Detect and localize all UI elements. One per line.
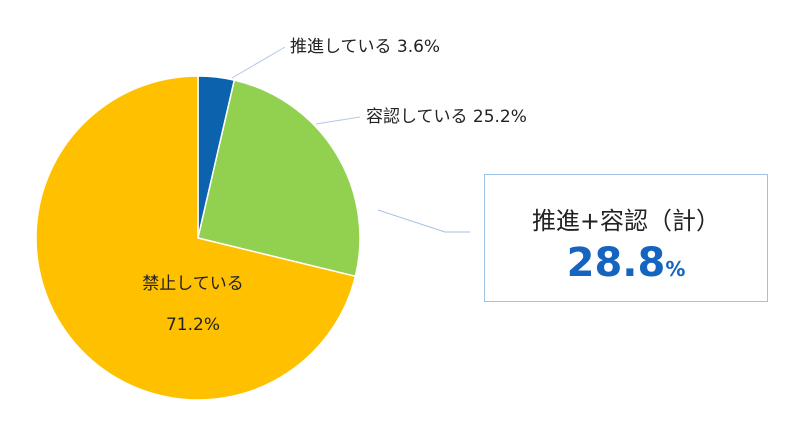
slice-label-allow: 容認している 25.2%	[366, 107, 527, 127]
leader-line-promote	[231, 46, 286, 79]
pie-slice-prohibit	[35, 75, 357, 401]
slice-value-prohibit: 71.2%	[166, 315, 220, 335]
slice-label-prohibit: 禁止している	[142, 274, 244, 294]
leader-line-summary	[377, 209, 470, 233]
slice-label-promote: 推進している 3.6%	[290, 37, 440, 57]
summary-box: 推進+容認（計） 28.8%	[484, 174, 768, 302]
leader-line-allow	[315, 116, 361, 125]
summary-title: 推進+容認（計）	[531, 207, 721, 235]
summary-value: 28.8	[566, 240, 666, 286]
summary-value-wrap: 28.8%	[485, 240, 767, 286]
pie-slice-allow	[197, 79, 361, 278]
summary-unit: %	[665, 257, 686, 281]
pie-slices	[35, 75, 361, 401]
